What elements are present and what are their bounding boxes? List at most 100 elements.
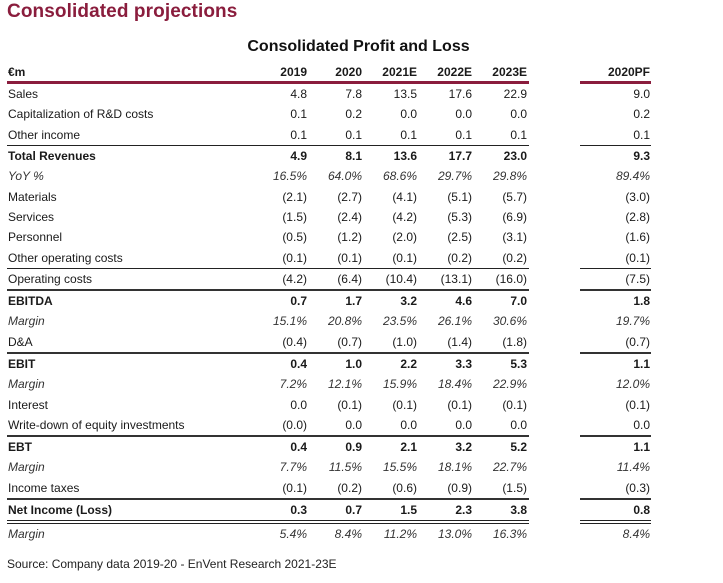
cell-2023e: (0.1) bbox=[502, 397, 527, 412]
row-label: Net Income (Loss) bbox=[7, 497, 266, 523]
cell-2023e: 0.0 bbox=[510, 417, 527, 432]
cell-2020: (0.1) bbox=[337, 250, 362, 265]
cell-2023e: 16.3% bbox=[474, 520, 529, 545]
table-title-text: Consolidated Profit and Loss bbox=[247, 38, 470, 55]
cell-2023e: 22.9% bbox=[492, 377, 527, 392]
row-label: Margin bbox=[8, 377, 45, 392]
cell-2019: (0.0) bbox=[282, 417, 307, 432]
cell-2023e: (6.9) bbox=[502, 209, 527, 224]
table-row: D&A (0.4) (0.7) (1.0) (1.4) (1.8) (0.7) bbox=[7, 332, 651, 353]
cell-2020: 8.1 bbox=[309, 144, 364, 167]
row-label: D&A bbox=[8, 334, 33, 349]
table-row: Margin 15.1% 20.8% 23.5% 26.1% 30.6% 19.7% bbox=[7, 311, 651, 331]
cell-2021e: 13.5 bbox=[393, 87, 417, 102]
cell-2020pf: 0.0 bbox=[633, 417, 650, 432]
column-gap bbox=[529, 457, 580, 477]
row-label: Write-down of equity investments bbox=[8, 417, 185, 432]
column-header: 2020 bbox=[309, 63, 364, 84]
row-label: Margin bbox=[7, 520, 266, 545]
column-gap bbox=[529, 125, 580, 146]
cell-2020pf: (0.3) bbox=[625, 480, 650, 495]
cell-2022e: 17.6 bbox=[448, 87, 472, 102]
page-title: Consolidated projections bbox=[7, 1, 238, 22]
cell-2022e: 26.1% bbox=[437, 314, 472, 329]
column-gap bbox=[529, 415, 580, 436]
cell-2019: 7.2% bbox=[279, 377, 307, 392]
row-label: Margin bbox=[8, 460, 45, 475]
column-gap bbox=[529, 353, 580, 374]
cell-2022e: 0.1 bbox=[455, 127, 472, 142]
cell-2019: 0.1 bbox=[290, 107, 307, 122]
cell-2021e: 13.6 bbox=[364, 144, 419, 167]
cell-2021e: (0.1) bbox=[392, 397, 417, 412]
column-gap bbox=[529, 478, 580, 499]
cell-2022e: 4.6 bbox=[419, 288, 474, 312]
cell-2022e: 18.1% bbox=[437, 460, 472, 475]
cell-2023e: (1.8) bbox=[502, 334, 527, 349]
cell-2020pf: 1.1 bbox=[580, 435, 651, 458]
cell-2023e: 23.0 bbox=[474, 144, 529, 167]
table-row: Other income 0.1 0.1 0.1 0.1 0.1 0.1 bbox=[7, 125, 651, 146]
cell-2021e: 23.5% bbox=[382, 314, 417, 329]
cell-2023e: 30.6% bbox=[492, 314, 527, 329]
row-label: Income taxes bbox=[8, 480, 80, 495]
cell-2021e: (0.1) bbox=[392, 250, 417, 265]
cell-2023e: 0.0 bbox=[510, 107, 527, 122]
cell-2023e: (16.0) bbox=[474, 267, 529, 290]
cell-2020: (2.7) bbox=[337, 189, 362, 204]
cell-2021e: 0.0 bbox=[400, 417, 417, 432]
cell-2021e: 68.6% bbox=[382, 169, 417, 184]
cell-2021e: 0.0 bbox=[400, 107, 417, 122]
column-gap bbox=[529, 207, 580, 227]
cell-2020: 8.4% bbox=[309, 520, 364, 545]
cell-2023e: (3.1) bbox=[502, 230, 527, 245]
cell-2022e: (5.1) bbox=[447, 189, 472, 204]
row-label: Other income bbox=[8, 127, 81, 142]
cell-2020: 0.2 bbox=[345, 107, 362, 122]
column-gap bbox=[529, 499, 580, 522]
column-gap bbox=[529, 522, 580, 544]
cell-2023e: 29.8% bbox=[492, 169, 527, 184]
cell-2023e: 3.8 bbox=[474, 497, 529, 523]
cell-2020pf: (0.1) bbox=[625, 250, 650, 265]
column-gap bbox=[529, 247, 580, 268]
cell-2020pf: (3.0) bbox=[625, 189, 650, 204]
cell-2019: (0.1) bbox=[282, 480, 307, 495]
cell-2020pf: 1.8 bbox=[580, 288, 651, 312]
cell-2019: 0.7 bbox=[266, 288, 309, 312]
table-row: Materials (2.1) (2.7) (4.1) (5.1) (5.7) (3.0) bbox=[7, 186, 651, 206]
column-gap bbox=[529, 436, 580, 457]
row-label: Services bbox=[8, 209, 55, 224]
row-label: YoY % bbox=[8, 169, 44, 184]
table-row: Personnel (0.5) (1.2) (2.0) (2.5) (3.1) (1.6) bbox=[7, 227, 651, 247]
cell-2019: 16.5% bbox=[272, 169, 307, 184]
cell-2019: 15.1% bbox=[272, 314, 307, 329]
cell-2023e: (5.7) bbox=[502, 189, 527, 204]
cell-2022e: (0.2) bbox=[447, 250, 472, 265]
cell-2019: (0.5) bbox=[282, 230, 307, 245]
cell-2022e: (1.4) bbox=[447, 334, 472, 349]
column-gap bbox=[529, 186, 580, 206]
row-label: EBT bbox=[7, 435, 266, 458]
cell-2020pf: 9.0 bbox=[633, 87, 650, 102]
cell-2019: (2.1) bbox=[282, 189, 307, 204]
cell-2020pf: (0.1) bbox=[625, 397, 650, 412]
cell-2023e: 22.7% bbox=[492, 460, 527, 475]
cell-2020: (2.4) bbox=[337, 209, 362, 224]
cell-2021e: 3.2 bbox=[364, 288, 419, 312]
cell-2020: 7.8 bbox=[345, 87, 362, 102]
row-label: EBITDA bbox=[7, 288, 266, 312]
cell-2019: 0.3 bbox=[266, 497, 309, 523]
cell-2020pf: (7.5) bbox=[580, 267, 651, 290]
cell-2022e: 18.4% bbox=[437, 377, 472, 392]
pf-column-header: 2020PF bbox=[580, 63, 651, 84]
cell-2019: (1.5) bbox=[282, 209, 307, 224]
cell-2020: 1.0 bbox=[309, 351, 364, 375]
table-row: Operating costs (4.2) (6.4) (10.4) (13.1) (16… bbox=[7, 267, 651, 290]
cell-2022e: (5.3) bbox=[447, 209, 472, 224]
cell-2020: (1.2) bbox=[337, 230, 362, 245]
cell-2021e: (1.0) bbox=[392, 334, 417, 349]
cell-2019: 4.8 bbox=[290, 87, 307, 102]
profit-loss-table: €m 2019 2020 2021E 2022E 2023E 2020PF Sa… bbox=[7, 63, 651, 545]
cell-2019: 5.4% bbox=[266, 520, 309, 545]
